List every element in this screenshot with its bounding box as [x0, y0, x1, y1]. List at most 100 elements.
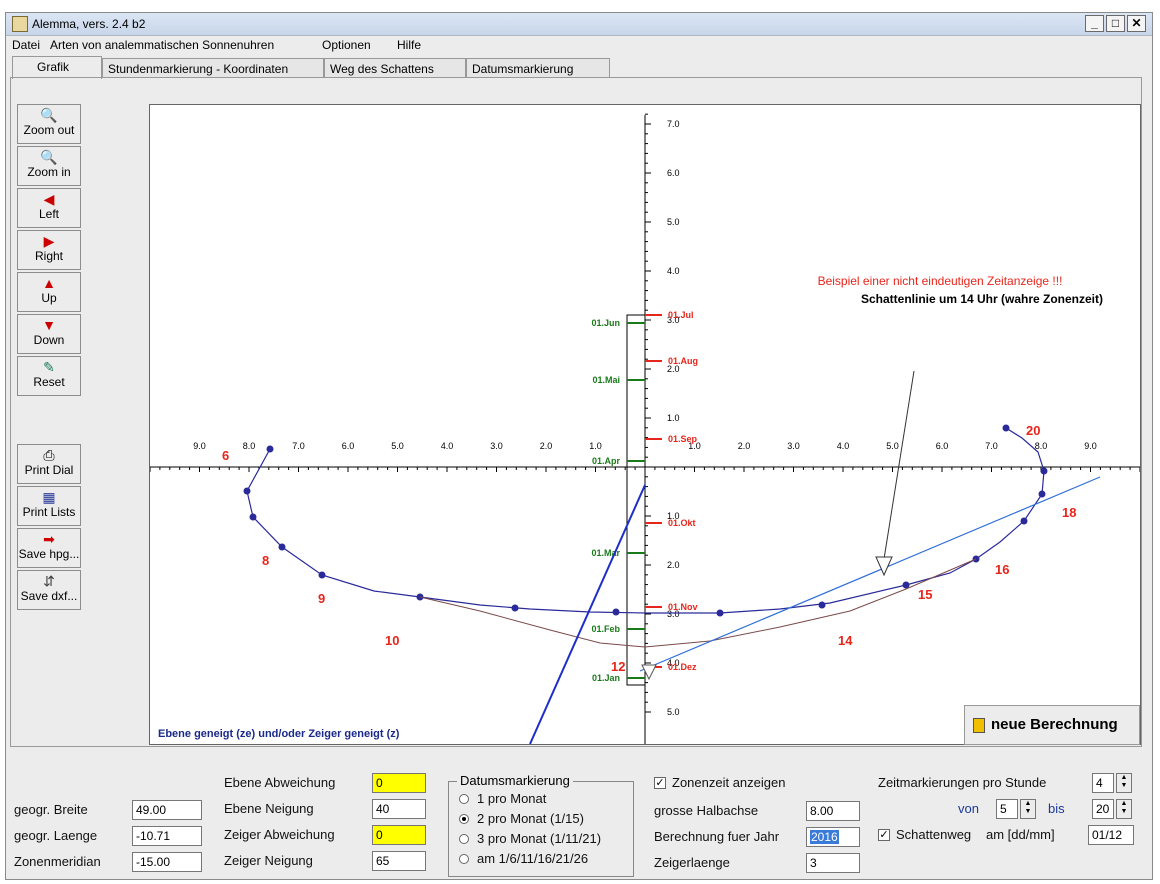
calculator-icon: [973, 718, 985, 733]
radio-2-pro-monat[interactable]: [459, 814, 469, 824]
save-hpg-button[interactable]: ➡ Save hpg...: [17, 528, 81, 568]
datumsmarkierung-group: Datumsmarkierung 1 pro Monat 2 pro Monat…: [448, 773, 634, 877]
zeitmarkierungen-spinner[interactable]: ▲ ▼: [1116, 773, 1132, 793]
menu-arten[interactable]: Arten von analemmatischen Sonnenuhren: [50, 38, 275, 52]
jahr-input[interactable]: 2016: [806, 827, 860, 847]
left-label: Left: [38, 207, 59, 221]
arrow-down-icon: ▼: [42, 317, 56, 333]
laenge-label: geogr. Laenge: [14, 828, 98, 843]
right-button[interactable]: ▶ Right: [17, 230, 81, 270]
minimize-button[interactable]: _: [1085, 15, 1104, 32]
zonenzeit-checkbox[interactable]: ✓: [654, 777, 666, 789]
close-button[interactable]: ✕: [1127, 15, 1146, 32]
x-tick-label: 6.0: [342, 441, 355, 451]
x-tick-label: 7.0: [985, 441, 998, 451]
y-tick-label: 4.0: [667, 266, 680, 276]
neue-berechnung-button[interactable]: neue Berechnung: [964, 705, 1140, 745]
print-dial-button[interactable]: ⎙ Print Dial: [17, 444, 81, 484]
zeitmarkierungen-input[interactable]: 4: [1092, 773, 1114, 793]
x-tick-label: 3.0: [787, 441, 800, 451]
hour-point: [243, 487, 251, 495]
maximize-button[interactable]: □: [1106, 15, 1125, 32]
save-dxf-button[interactable]: ⇵ Save dxf...: [17, 570, 81, 610]
dial-plot: 9.0 8.0 7.0 6.0 5.0 4.0 3.0 2.0 1.0 1.0 2.0 3.0 4.0 5…: [150, 113, 1140, 744]
date-label-green: 01.Mai: [592, 375, 620, 385]
menu-hilfe[interactable]: Hilfe: [397, 38, 422, 52]
zoom-in-button[interactable]: 🔍 Zoom in: [17, 146, 81, 186]
dial-canvas[interactable]: 9.0 8.0 7.0 6.0 5.0 4.0 3.0 2.0 1.0 1.0 2.0 3.0 4.0 5…: [149, 104, 1141, 745]
zeigerlaenge-input[interactable]: 3: [806, 853, 860, 873]
von-input[interactable]: 5: [996, 799, 1018, 819]
hour-label: 8: [262, 553, 269, 568]
jahr-label: Berechnung fuer Jahr: [654, 829, 780, 844]
reset-button[interactable]: ✎ Reset: [17, 356, 81, 396]
bis-spinner[interactable]: ▲ ▼: [1116, 799, 1132, 819]
shadow-line-14h: [639, 476, 1101, 672]
von-spinner[interactable]: ▲ ▼: [1020, 799, 1036, 819]
tab-stundenmarkierung[interactable]: Stundenmarkierung - Koordinaten: [102, 58, 324, 78]
radio-6-pro-monat[interactable]: [459, 854, 469, 864]
plot-caption: Ebene geneigt (ze) und/oder Zeiger genei…: [158, 728, 400, 740]
up-button[interactable]: ▲ Up: [17, 272, 81, 312]
ebene-abweichung-input[interactable]: 0: [372, 773, 426, 793]
reset-label: Reset: [33, 375, 65, 389]
hour-label: 15: [918, 587, 932, 602]
hour-label: 9: [318, 591, 325, 606]
zonenmeridian-input[interactable]: -15.00: [132, 852, 202, 872]
hour-point: [278, 543, 286, 551]
laenge-input[interactable]: -10.71: [132, 826, 202, 846]
hour-label: 12: [611, 659, 625, 674]
tab-grafik[interactable]: Grafik: [12, 56, 102, 79]
menu-datei[interactable]: Datei: [12, 38, 41, 52]
zeiger-neigung-input[interactable]: 65: [372, 851, 426, 871]
radio-1-pro-monat[interactable]: [459, 794, 469, 804]
date-label-red: 01.Jul: [668, 310, 694, 320]
left-button[interactable]: ◀ Left: [17, 188, 81, 228]
date-label-red: 01.Sep: [668, 434, 698, 444]
x-tick-label: 4.0: [837, 441, 850, 451]
halbachse-input[interactable]: 8.00: [806, 801, 860, 821]
date-label-green: 01.Jun: [591, 318, 620, 328]
zoom-out-button[interactable]: 🔍 Zoom out: [17, 104, 81, 144]
grafik-panel: 🔍 Zoom out 🔍 Zoom in ◀ Left ▶ Right ▲ Up ▼ Dow…: [10, 77, 1142, 747]
save-dxf-label: Save dxf...: [20, 589, 78, 603]
x-tick-label: 9.0: [1084, 441, 1097, 451]
zoom-in-label: Zoom in: [27, 165, 71, 179]
y-tick-label: 5.0: [667, 707, 680, 717]
annotation-arrow-head: [875, 556, 893, 577]
x-tick-label: 5.0: [886, 441, 899, 451]
gnomon-shadow-line: [529, 484, 646, 744]
breite-input[interactable]: 49.00: [132, 800, 202, 820]
date-label-green: 01.Jan: [592, 673, 620, 683]
radio-3-pro-monat[interactable]: [459, 834, 469, 844]
bis-input[interactable]: 20: [1092, 799, 1114, 819]
print-lists-button[interactable]: ▦ Print Lists: [17, 486, 81, 526]
list-icon: ▦: [42, 489, 56, 505]
zeiger-abweichung-input[interactable]: 0: [372, 825, 426, 845]
hour-point: [249, 513, 257, 521]
schattenweg-checkbox[interactable]: ✓: [878, 829, 890, 841]
tab-weg-des-schattens[interactable]: Weg des Schattens: [324, 58, 466, 78]
schattenweg-label: Schattenweg: [896, 827, 972, 842]
hour-point: [1020, 517, 1028, 525]
print-dial-label: Print Dial: [24, 463, 74, 477]
am-datum-input[interactable]: 01/12: [1088, 825, 1134, 845]
pin-icon: ✎: [43, 359, 55, 375]
arrow-up-icon: ▲: [42, 275, 56, 291]
y-tick-label: 4.0: [667, 658, 680, 668]
shadow-path: [419, 558, 977, 648]
hour-point: [1038, 490, 1046, 498]
app-icon: [12, 16, 28, 32]
tab-datumsmarkierung[interactable]: Datumsmarkierung: [466, 58, 610, 78]
ebene-neigung-input[interactable]: 40: [372, 799, 426, 819]
menu-optionen[interactable]: Optionen: [322, 38, 371, 52]
halbachse-label: grosse Halbachse: [654, 803, 759, 818]
down-button[interactable]: ▼ Down: [17, 314, 81, 354]
zoom-out-icon: 🔍: [40, 107, 58, 123]
am-datum-label: am [dd/mm]: [986, 827, 1055, 842]
x-tick-label: 8.0: [243, 441, 256, 451]
dxf-icon: ⇵: [43, 573, 55, 589]
x-tick-label: 9.0: [193, 441, 206, 451]
jahr-selected-text: 2016: [810, 830, 839, 844]
annotation-black: Schattenlinie um 14 Uhr (wahre Zonenzeit…: [861, 292, 1103, 306]
